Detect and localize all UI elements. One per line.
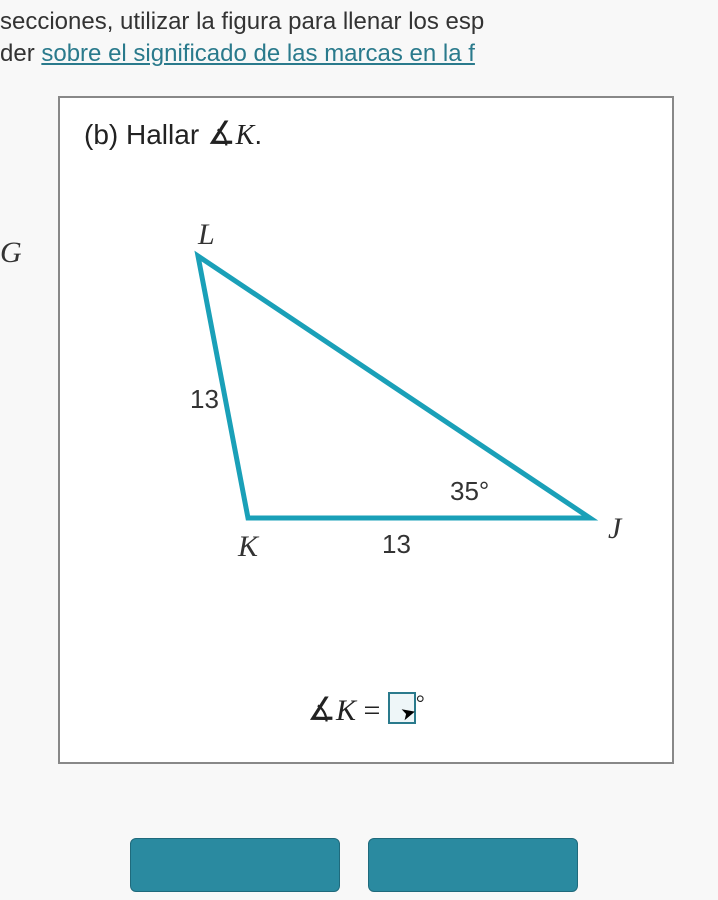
triangle-figure: L K J 13 13 35° bbox=[120, 218, 660, 598]
problem-panel: (b) Hallar ∡K. L K J 13 13 35° ∡K = ➤ ° bbox=[58, 96, 674, 764]
angle-symbol: ∡ bbox=[207, 115, 236, 151]
problem-label: (b) bbox=[84, 119, 118, 150]
answer-angle-symbol: ∡ bbox=[307, 691, 336, 727]
vertex-j-label: J bbox=[608, 512, 623, 545]
answer-expression: ∡K = ➤ ° bbox=[60, 690, 672, 728]
instruction-link[interactable]: sobre el significado de las marcas en la… bbox=[41, 40, 475, 67]
problem-prompt: (b) Hallar ∡K. bbox=[78, 108, 654, 152]
problem-vertex: K bbox=[236, 120, 255, 151]
vertex-k-label: K bbox=[237, 530, 260, 563]
answer-input[interactable]: ➤ bbox=[388, 692, 416, 724]
page-root: secciones, utilizar la figura para llena… bbox=[0, 0, 718, 900]
side-kj-length: 13 bbox=[382, 529, 411, 559]
side-lk-length: 13 bbox=[190, 384, 219, 414]
action-button-left[interactable] bbox=[130, 838, 340, 892]
cursor-icon: ➤ bbox=[398, 701, 418, 725]
answer-equals: = bbox=[363, 694, 380, 727]
answer-vertex: K bbox=[336, 694, 356, 727]
triangle-shape bbox=[198, 256, 590, 518]
instruction-line2-prefix: der bbox=[0, 40, 41, 67]
problem-period: . bbox=[254, 119, 262, 150]
vertex-l-label: L bbox=[197, 218, 215, 251]
angle-j-value: 35° bbox=[450, 476, 489, 506]
instruction-text: secciones, utilizar la figura para llena… bbox=[0, 0, 718, 75]
vertex-g-label: G bbox=[0, 236, 22, 270]
button-row bbox=[130, 838, 578, 892]
instruction-line1: secciones, utilizar la figura para llena… bbox=[0, 8, 484, 35]
action-button-right[interactable] bbox=[368, 838, 578, 892]
problem-verb: Hallar bbox=[126, 119, 199, 150]
answer-degree: ° bbox=[416, 690, 425, 715]
